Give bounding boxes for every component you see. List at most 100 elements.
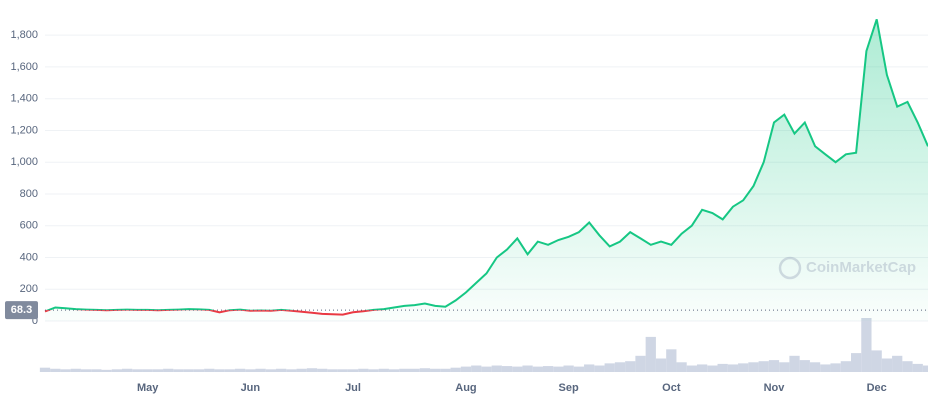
volume-bar bbox=[337, 369, 348, 372]
baseline-label: 68.3 bbox=[11, 304, 32, 316]
volume-bar bbox=[50, 368, 61, 372]
volume-bar bbox=[553, 366, 564, 372]
baseline-badge bbox=[5, 301, 38, 320]
volume-bar bbox=[368, 369, 379, 372]
volume-bar bbox=[666, 349, 677, 372]
x-tick-label: Jul bbox=[345, 382, 361, 394]
volume-bar bbox=[347, 369, 359, 372]
volume-bar bbox=[676, 362, 687, 372]
volume-bar bbox=[563, 365, 574, 372]
y-tick-label: 400 bbox=[20, 251, 38, 263]
y-tick-label: 600 bbox=[20, 220, 38, 232]
volume-bar bbox=[306, 368, 318, 372]
volume-bar bbox=[245, 369, 256, 372]
volume-bar bbox=[255, 368, 266, 372]
price-area bbox=[45, 19, 928, 322]
volume-bar bbox=[409, 368, 420, 372]
x-tick-label: Dec bbox=[867, 382, 887, 394]
volume-bar bbox=[635, 355, 646, 372]
volume-bar bbox=[481, 366, 492, 372]
volume-bar bbox=[419, 368, 431, 372]
volume-bar bbox=[512, 366, 523, 372]
volume-bar bbox=[142, 369, 153, 372]
volume-bar bbox=[871, 350, 882, 372]
volume-bar bbox=[717, 363, 728, 372]
y-tick-label: 1,000 bbox=[10, 156, 38, 168]
volume-bar bbox=[450, 367, 461, 372]
volume-bar bbox=[204, 368, 215, 372]
x-tick-label: Sep bbox=[559, 382, 579, 394]
volume-bar bbox=[686, 365, 697, 372]
volume-bar bbox=[358, 368, 369, 372]
y-tick-label: 0 bbox=[32, 315, 38, 327]
volume-bar bbox=[91, 369, 102, 372]
volume-bar bbox=[152, 369, 164, 372]
volume-bar bbox=[881, 358, 893, 372]
volume-bar bbox=[861, 318, 872, 372]
watermark: CoinMarketCap bbox=[778, 256, 916, 280]
volume-bar bbox=[892, 355, 903, 372]
volume-bar bbox=[430, 368, 441, 372]
volume-bar bbox=[840, 361, 851, 372]
volume-bar bbox=[902, 361, 913, 372]
volume-bar bbox=[173, 369, 184, 372]
volume-bar bbox=[101, 369, 112, 372]
volume-bar bbox=[501, 366, 513, 372]
volume-bar bbox=[317, 368, 328, 372]
y-tick-label: 1,600 bbox=[10, 61, 38, 73]
volume-bar bbox=[625, 361, 636, 372]
volume-bar bbox=[460, 366, 472, 372]
x-tick-label: Oct bbox=[662, 382, 681, 394]
volume-bar bbox=[296, 368, 307, 372]
volume-bar bbox=[696, 364, 708, 372]
volume-bar bbox=[265, 369, 277, 372]
volume-bar bbox=[584, 364, 595, 372]
volume-bar bbox=[748, 362, 759, 372]
volume-bar bbox=[594, 365, 605, 372]
price-line bbox=[45, 18, 928, 311]
volume-bar bbox=[809, 362, 821, 372]
volume-bar bbox=[491, 365, 502, 372]
volume-bar bbox=[573, 366, 585, 372]
volume-bar bbox=[163, 368, 174, 372]
x-tick-label: May bbox=[137, 382, 159, 394]
x-tick-label: Nov bbox=[764, 382, 786, 394]
volume-bar bbox=[132, 369, 143, 372]
volume-bar bbox=[912, 363, 923, 372]
volume-bar bbox=[604, 363, 615, 372]
x-tick-label: Jun bbox=[241, 382, 261, 394]
volume-bar bbox=[522, 365, 533, 372]
y-tick-label: 800 bbox=[20, 188, 38, 200]
volume-bar bbox=[60, 369, 71, 372]
volume-bar bbox=[471, 365, 482, 372]
volume-bar bbox=[183, 369, 194, 372]
volume-bar bbox=[922, 365, 928, 372]
volume-bar bbox=[799, 360, 810, 372]
volume-bar bbox=[727, 364, 739, 372]
volume-bar bbox=[70, 368, 81, 372]
volume-bar bbox=[738, 363, 749, 372]
volume-bar bbox=[327, 369, 338, 372]
volume-bar bbox=[111, 369, 123, 372]
volume-bar bbox=[276, 368, 287, 372]
volume-bar bbox=[286, 369, 297, 372]
volume-bar bbox=[758, 361, 769, 372]
x-tick-label: Aug bbox=[455, 382, 476, 394]
volume-bar bbox=[122, 368, 133, 372]
volume-bar bbox=[378, 368, 389, 372]
volume-bar bbox=[850, 353, 862, 372]
y-tick-label: 1,400 bbox=[10, 93, 38, 105]
volume-bar bbox=[388, 369, 400, 372]
volume-bar bbox=[542, 366, 554, 372]
volume-bar bbox=[655, 358, 667, 372]
y-tick-label: 200 bbox=[20, 283, 38, 295]
volume-bar bbox=[39, 367, 51, 372]
volume-bar bbox=[399, 368, 410, 372]
volume-bar bbox=[80, 369, 92, 372]
volume-bar bbox=[214, 369, 225, 372]
volume-bar bbox=[789, 355, 800, 372]
volume-bar bbox=[707, 365, 718, 372]
volume-bar bbox=[440, 368, 451, 372]
volume-bar bbox=[779, 362, 790, 372]
